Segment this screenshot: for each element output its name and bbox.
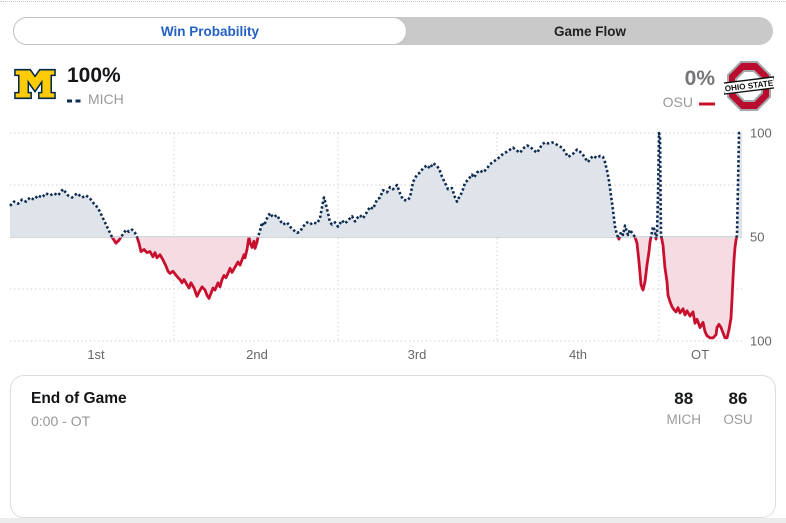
top-dotted-divider xyxy=(0,1,786,2)
play-title: End of Game xyxy=(31,390,127,407)
x-axis-tick-label: 2nd xyxy=(246,347,268,362)
osu-score-label: OSU xyxy=(723,412,753,427)
x-axis-tick-label: 4th xyxy=(569,347,587,362)
chart-type-tabs: Game Flow Win Probability xyxy=(13,17,773,45)
y-axis-tick-label: 50 xyxy=(750,230,764,245)
osu-header: 0% OSU OHIO STATE xyxy=(662,60,777,117)
win-probability-chart[interactable]: 100 50 100 1st 2nd 3rd 4th OT xyxy=(0,125,786,365)
play-clock: 0:00 - OT xyxy=(31,413,91,429)
y-axis-tick-label: 100 xyxy=(750,334,772,349)
tab-game-flow-label: Game Flow xyxy=(553,23,626,39)
mich-score-column: 88 MICH xyxy=(667,389,702,427)
mich-area-fill xyxy=(10,133,742,238)
osu-win-line xyxy=(110,237,738,340)
x-axis-tick-label: 1st xyxy=(87,347,105,362)
mich-win-line xyxy=(9,131,742,238)
y-axis-tick-label: 100 xyxy=(750,126,772,141)
michigan-logo-icon xyxy=(14,68,56,105)
win-probability-chart-svg: 100 50 100 1st 2nd 3rd 4th OT xyxy=(9,126,772,362)
ohio-state-logo-icon: OHIO STATE xyxy=(721,60,777,117)
end-of-game-card: End of Game 0:00 - OT 88 MICH 86 OSU xyxy=(10,375,776,518)
mich-header: 100% MICH xyxy=(14,64,124,108)
osu-area-fill xyxy=(112,237,737,338)
mich-score: 88 xyxy=(674,389,694,408)
osu-win-pct: 0% xyxy=(684,66,715,90)
x-axis-tick-label: 3rd xyxy=(408,347,427,362)
osu-score-column: 86 OSU xyxy=(721,389,755,427)
mich-abbr: MICH xyxy=(88,91,124,107)
mich-dotted-line-key-icon xyxy=(67,90,82,108)
page-background-strip xyxy=(0,518,786,523)
tab-game-flow[interactable]: Game Flow xyxy=(407,17,773,45)
tab-win-probability-label: Win Probability xyxy=(160,23,260,39)
osu-abbr: OSU xyxy=(662,93,693,110)
x-axis-tick-label: OT xyxy=(691,347,709,362)
mich-win-pct: 100% xyxy=(67,64,121,87)
osu-score: 86 xyxy=(728,389,748,408)
mich-score-label: MICH xyxy=(666,412,702,427)
tab-win-probability[interactable]: Win Probability xyxy=(13,17,407,45)
osu-solid-line-key-icon xyxy=(699,93,715,111)
